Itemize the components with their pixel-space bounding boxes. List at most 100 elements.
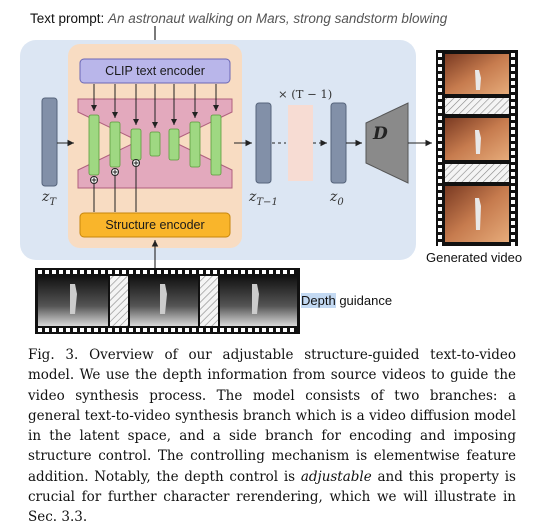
sprocket-hole [438,200,442,204]
generated-video-label: Generated video [426,250,523,265]
zT1-label: zT−1 [249,189,278,208]
figure-caption: Fig. 3. Overview of our adjustable struc… [28,347,516,526]
sprocket-hole [73,270,77,274]
sprocket-hole [255,328,259,332]
sprocket-hole [511,235,515,239]
sprocket-hole [234,270,238,274]
sprocket-hole [511,158,515,162]
sprocket-hole [255,270,259,274]
sprocket-hole [438,158,442,162]
depth-filmstrip [35,268,300,334]
sprocket-hole [73,328,77,332]
sprocket-hole [178,270,182,274]
sprocket-hole [511,95,515,99]
sprocket-hole [438,179,442,183]
sprocket-hole [438,193,442,197]
sprocket-hole [438,67,442,71]
sprocket-hole [171,270,175,274]
sprocket-hole [94,270,98,274]
sprocket-hole [150,270,154,274]
clip-text-encoder-box [79,58,231,84]
sprocket-hole [438,221,442,225]
zT-label: zT [42,189,57,208]
sprocket-hole [438,228,442,232]
sprocket-hole [164,270,168,274]
prompt-text: An astronaut walking on Mars, strong san… [108,11,448,26]
sprocket-hole [199,328,203,332]
sprocket-hole [220,328,224,332]
sprocket-hole [66,328,70,332]
sprocket-hole [511,123,515,127]
sprocket-hole [234,328,238,332]
sprocket-hole [143,270,147,274]
sprocket-hole [511,67,515,71]
sprocket-hole [178,328,182,332]
sprocket-hole [438,81,442,85]
sprocket-hole [438,116,442,120]
sprocket-hole [108,270,112,274]
sprocket-hole [199,270,203,274]
sprocket-hole [511,144,515,148]
sprocket-hole [511,207,515,211]
sprocket-hole [45,270,49,274]
latent-zT [41,97,58,187]
sprocket-hole [438,165,442,169]
sprocket-hole [248,270,252,274]
prompt-label: Text prompt: [30,11,105,26]
sprocket-hole [80,328,84,332]
sprocket-hole [143,328,147,332]
sprocket-hole [438,60,442,64]
sprocket-hole [511,179,515,183]
sprocket-hole [136,270,140,274]
sprocket-hole [52,270,56,274]
sprocket-hole [157,270,161,274]
sprocket-hole [438,137,442,141]
sprocket-hole [241,270,245,274]
decoder-shape [365,102,409,184]
architecture-diagram [20,26,518,334]
sprocket-hole [185,270,189,274]
sprocket-hole [511,53,515,57]
sprocket-hole [227,328,231,332]
sprocket-hole [248,328,252,332]
sprocket-hole [227,270,231,274]
sprocket-hole [269,328,273,332]
sprocket-hole [290,270,294,274]
sprocket-hole [136,328,140,332]
clip-arrows [91,84,219,128]
sprocket-hole [276,328,280,332]
sprocket-hole [511,165,515,169]
sprocket-hole [511,74,515,78]
sprocket-hole [438,214,442,218]
sprocket-hole [438,151,442,155]
sprocket-hole [129,270,133,274]
sprocket-hole [101,328,105,332]
latent-zT1 [255,102,272,184]
sprocket-hole [438,53,442,57]
sprocket-hole [115,270,119,274]
sprocket-hole [511,200,515,204]
sprocket-hole [511,151,515,155]
sprocket-hole [283,328,287,332]
structure-encoder-box [79,212,231,238]
structure-encoder-label: Structure encoder [105,218,205,232]
video-sprockets [438,53,515,246]
sprocket-hole [192,270,196,274]
sprocket-hole [45,328,49,332]
sprocket-hole [511,214,515,218]
sprocket-hole [157,328,161,332]
repeat-label: × (T − 1) [278,87,333,101]
sprocket-hole [511,81,515,85]
sprocket-hole [66,270,70,274]
sprocket-hole [241,328,245,332]
sprocket-hole [283,270,287,274]
repeat-block [288,105,313,181]
sprocket-hole [438,172,442,176]
sprocket-hole [122,270,126,274]
sprocket-hole [115,328,119,332]
sprocket-hole [101,270,105,274]
sprocket-hole [438,74,442,78]
sprocket-hole [108,328,112,332]
depth-sprockets [38,270,294,332]
sprocket-hole [206,328,210,332]
